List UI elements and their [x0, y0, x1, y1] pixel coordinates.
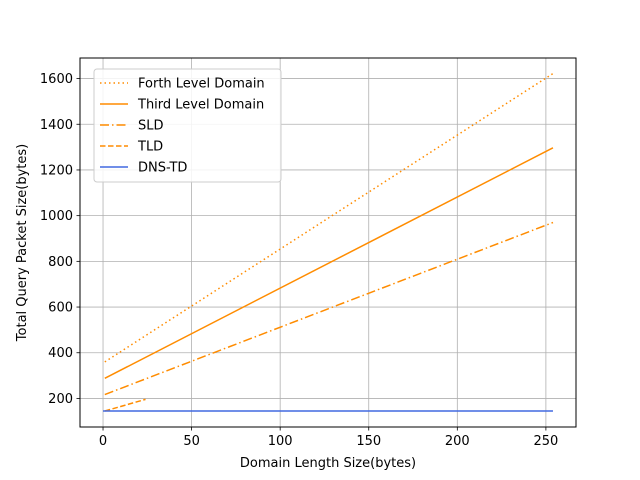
y-tick-label: 1600: [40, 72, 73, 87]
series-lines: [103, 72, 554, 412]
y-tick-label: 1000: [40, 209, 73, 224]
legend-box: [93, 68, 282, 183]
y-tick-label: 800: [48, 255, 73, 270]
x-tick-label: 250: [533, 434, 558, 449]
legend-label-3: SLD: [138, 119, 164, 134]
legend-label-2: Third Level Domain: [137, 98, 264, 113]
y-tick-label: 200: [48, 392, 73, 407]
y-tick-label: 400: [48, 346, 73, 361]
x-tick-label: 150: [356, 434, 381, 449]
legend-label-4: TLD: [137, 140, 163, 155]
y-axis-label: Total Query Packet Size(bytes): [15, 144, 30, 342]
y-tick-label: 600: [48, 301, 73, 316]
series-line-3: [104, 221, 554, 396]
y-tick-label: 1200: [40, 163, 73, 178]
series-line-1: [104, 72, 554, 363]
x-tick-label: 100: [268, 434, 293, 449]
x-tick-label: 0: [99, 434, 107, 449]
legend-label-5: DNS-TD: [138, 161, 187, 176]
x-tick-label: 200: [445, 434, 470, 449]
legend-label-1: Forth Level Domain: [138, 77, 265, 92]
x-tick-label: 50: [183, 434, 200, 449]
legend: Forth Level Domain Third Level Domain SLD T…: [93, 68, 282, 183]
series-line-4: [104, 398, 146, 412]
y-tick-label: 1400: [40, 118, 73, 133]
series-line-2: [104, 147, 554, 380]
x-axis-label: Domain Length Size(bytes): [240, 456, 416, 471]
plot-frame: [79, 57, 577, 428]
axis-ticks: 0 50 100 150 200 250 200 400 600 800 1000 1200 1400 1…: [40, 72, 558, 449]
